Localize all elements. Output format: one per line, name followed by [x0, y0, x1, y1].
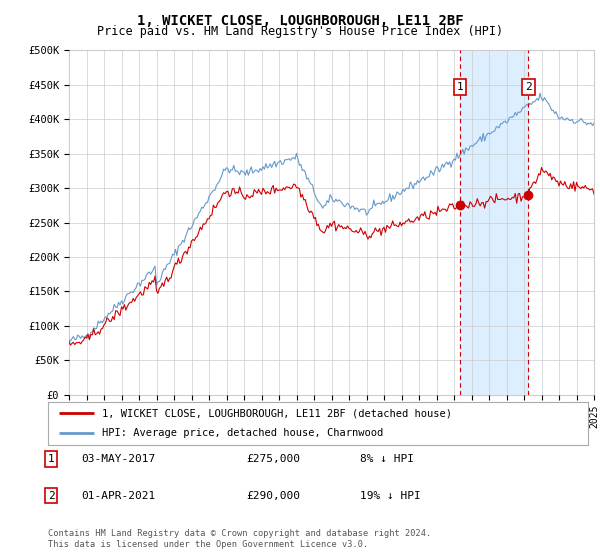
Text: 01-APR-2021: 01-APR-2021 — [81, 491, 155, 501]
Text: Price paid vs. HM Land Registry's House Price Index (HPI): Price paid vs. HM Land Registry's House … — [97, 25, 503, 38]
Text: 1, WICKET CLOSE, LOUGHBOROUGH, LE11 2BF: 1, WICKET CLOSE, LOUGHBOROUGH, LE11 2BF — [137, 14, 463, 28]
Text: Contains HM Land Registry data © Crown copyright and database right 2024.
This d: Contains HM Land Registry data © Crown c… — [48, 529, 431, 549]
Bar — [460, 50, 529, 395]
Text: 1, WICKET CLOSE, LOUGHBOROUGH, LE11 2BF (detached house): 1, WICKET CLOSE, LOUGHBOROUGH, LE11 2BF … — [102, 408, 452, 418]
Text: £290,000: £290,000 — [246, 491, 300, 501]
Text: 03-MAY-2017: 03-MAY-2017 — [81, 454, 155, 464]
Text: 19% ↓ HPI: 19% ↓ HPI — [360, 491, 421, 501]
Text: £275,000: £275,000 — [246, 454, 300, 464]
Text: 1: 1 — [47, 454, 55, 464]
Text: 1: 1 — [457, 82, 463, 92]
Text: 2: 2 — [525, 82, 532, 92]
Text: 2: 2 — [47, 491, 55, 501]
Text: HPI: Average price, detached house, Charnwood: HPI: Average price, detached house, Char… — [102, 428, 383, 438]
Text: 8% ↓ HPI: 8% ↓ HPI — [360, 454, 414, 464]
